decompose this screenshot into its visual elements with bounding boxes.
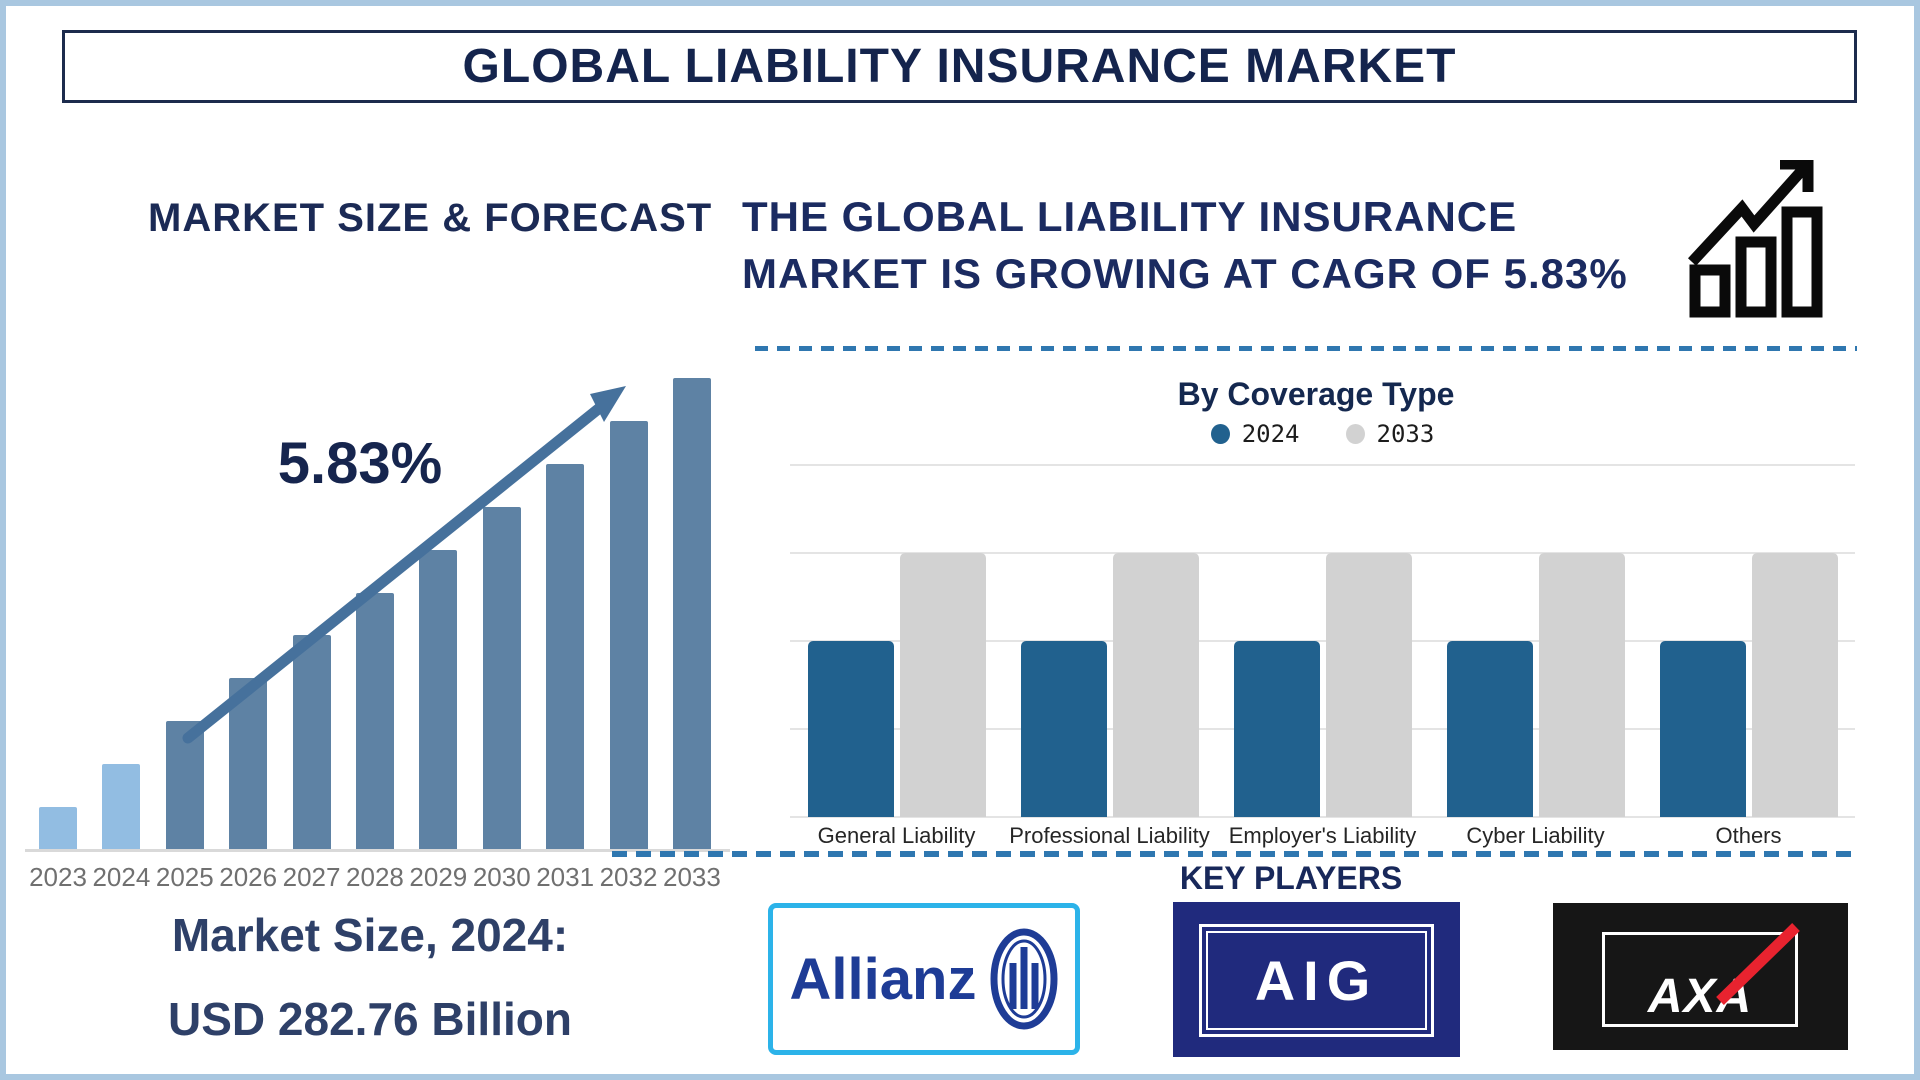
forecast-bar-2032 bbox=[609, 421, 648, 850]
dashed-separator-bottom bbox=[612, 851, 1857, 857]
year-label: 2032 bbox=[599, 862, 658, 892]
forecast-bar-2031 bbox=[546, 464, 585, 850]
coverage-category-label: Professional Liability bbox=[1009, 823, 1210, 848]
year-label: 2026 bbox=[219, 862, 278, 892]
forecast-bar-2023 bbox=[39, 807, 77, 850]
market-size-line1: Market Size, 2024: bbox=[171, 909, 569, 961]
growth-headline-line2: MARKET IS GROWING AT CAGR OF 5.83% bbox=[742, 250, 1628, 297]
legend-label: 2024 bbox=[1241, 420, 1300, 448]
forecast-bar-2029 bbox=[419, 550, 458, 850]
gridline bbox=[790, 816, 1855, 818]
coverage-chart-title: By Coverage Type bbox=[1177, 376, 1455, 412]
year-axis-labels: 2023 2024 2025 2026 2027 2028 2029 2030 2031 2032… bbox=[29, 862, 721, 893]
growth-headline: THE GLOBAL LIABILITY INSURANCE MARKET IS… bbox=[742, 188, 1702, 302]
dashed-separator-top bbox=[755, 346, 1857, 351]
market-size-value: Market Size, 2024: USD 282.76 Billion bbox=[10, 893, 730, 1061]
market-size-line2: USD 282.76 Billion bbox=[168, 993, 572, 1045]
coverage-bar-2024 bbox=[1020, 641, 1107, 817]
coverage-bar-2024 bbox=[1233, 641, 1320, 817]
coverage-bar-2024 bbox=[807, 641, 894, 817]
forecast-bar-2025 bbox=[165, 721, 204, 850]
axa-wordmark: AXA bbox=[1647, 970, 1753, 1023]
axa-red-slash-icon bbox=[1716, 923, 1800, 1005]
gridline bbox=[790, 640, 1855, 642]
growth-headline-line1: THE GLOBAL LIABILITY INSURANCE bbox=[742, 193, 1518, 240]
market-size-forecast-heading: MARKET SIZE & FORECAST bbox=[148, 196, 713, 240]
legend-dot-icon bbox=[1345, 424, 1365, 444]
year-label: 2027 bbox=[282, 862, 341, 892]
growth-chart-icon bbox=[1688, 160, 1823, 318]
aig-logo: AIG bbox=[1173, 902, 1460, 1057]
coverage-category-label: Employer's Liability bbox=[1228, 823, 1417, 848]
coverage-chart-legend: 2024 2033 bbox=[790, 420, 1855, 448]
coverage-bar-2033 bbox=[899, 553, 986, 817]
forecast-bar-2027 bbox=[292, 635, 331, 850]
coverage-group bbox=[790, 553, 1003, 817]
key-players-heading: KEY PLAYERS bbox=[1179, 860, 1403, 896]
gridline bbox=[790, 552, 1855, 554]
aig-frame: AIG bbox=[1199, 924, 1434, 1037]
market-size-bar-chart bbox=[39, 378, 711, 850]
legend-item-2024: 2024 bbox=[1210, 420, 1300, 448]
coverage-category-labels: General Liability Professional Liability E… bbox=[790, 823, 1855, 849]
year-label: 2028 bbox=[346, 862, 404, 892]
legend-item-2033: 2033 bbox=[1345, 420, 1435, 448]
aig-wordmark: AIG bbox=[1254, 949, 1379, 1012]
x-axis-line bbox=[25, 849, 730, 852]
coverage-bar-2033 bbox=[1112, 553, 1199, 817]
coverage-category-label: Others bbox=[1715, 823, 1782, 848]
trend-arrow-icon bbox=[182, 386, 626, 744]
allianz-logo: Allianz bbox=[768, 903, 1080, 1055]
coverage-bar-2033 bbox=[1538, 553, 1625, 817]
year-label: 2033 bbox=[662, 862, 721, 892]
year-label: 2024 bbox=[92, 862, 151, 892]
gridline bbox=[790, 464, 1855, 466]
legend-label: 2033 bbox=[1376, 420, 1435, 448]
forecast-bar-2030 bbox=[482, 507, 521, 850]
coverage-bar-2033 bbox=[1751, 553, 1838, 817]
coverage-group bbox=[1642, 553, 1855, 817]
gridline bbox=[790, 728, 1855, 730]
coverage-bar-2024 bbox=[1659, 641, 1746, 817]
aig-inner-frame: AIG bbox=[1206, 931, 1427, 1030]
forecast-bar-2028 bbox=[355, 593, 394, 850]
forecast-bar-2024 bbox=[102, 764, 141, 850]
axa-logo: AXA bbox=[1553, 903, 1848, 1050]
coverage-bar-2033 bbox=[1325, 553, 1412, 817]
legend-dot-icon bbox=[1210, 424, 1230, 444]
coverage-bar-chart bbox=[790, 464, 1855, 818]
coverage-group bbox=[1003, 553, 1216, 817]
forecast-bar-2033 bbox=[672, 378, 711, 850]
coverage-bar-2024 bbox=[1446, 641, 1533, 817]
coverage-category-label: General Liability bbox=[817, 823, 976, 848]
year-label: 2031 bbox=[536, 862, 595, 892]
coverage-bar-groups bbox=[790, 465, 1855, 817]
coverage-group bbox=[1429, 553, 1642, 817]
year-label: 2025 bbox=[155, 862, 214, 892]
coverage-category-label: Cyber Liability bbox=[1466, 823, 1605, 848]
page-title: GLOBAL LIABILITY INSURANCE MARKET bbox=[462, 40, 1457, 93]
year-label: 2023 bbox=[29, 862, 87, 892]
cagr-annotation: 5.83% bbox=[277, 431, 443, 496]
allianz-emblem-icon bbox=[990, 928, 1058, 1030]
coverage-group bbox=[1216, 553, 1429, 817]
axa-square-outline bbox=[1602, 932, 1798, 1027]
year-label: 2030 bbox=[472, 862, 531, 892]
allianz-wordmark: Allianz bbox=[789, 946, 977, 1012]
title-box: GLOBAL LIABILITY INSURANCE MARKET bbox=[62, 30, 1857, 103]
year-label: 2029 bbox=[409, 862, 468, 892]
